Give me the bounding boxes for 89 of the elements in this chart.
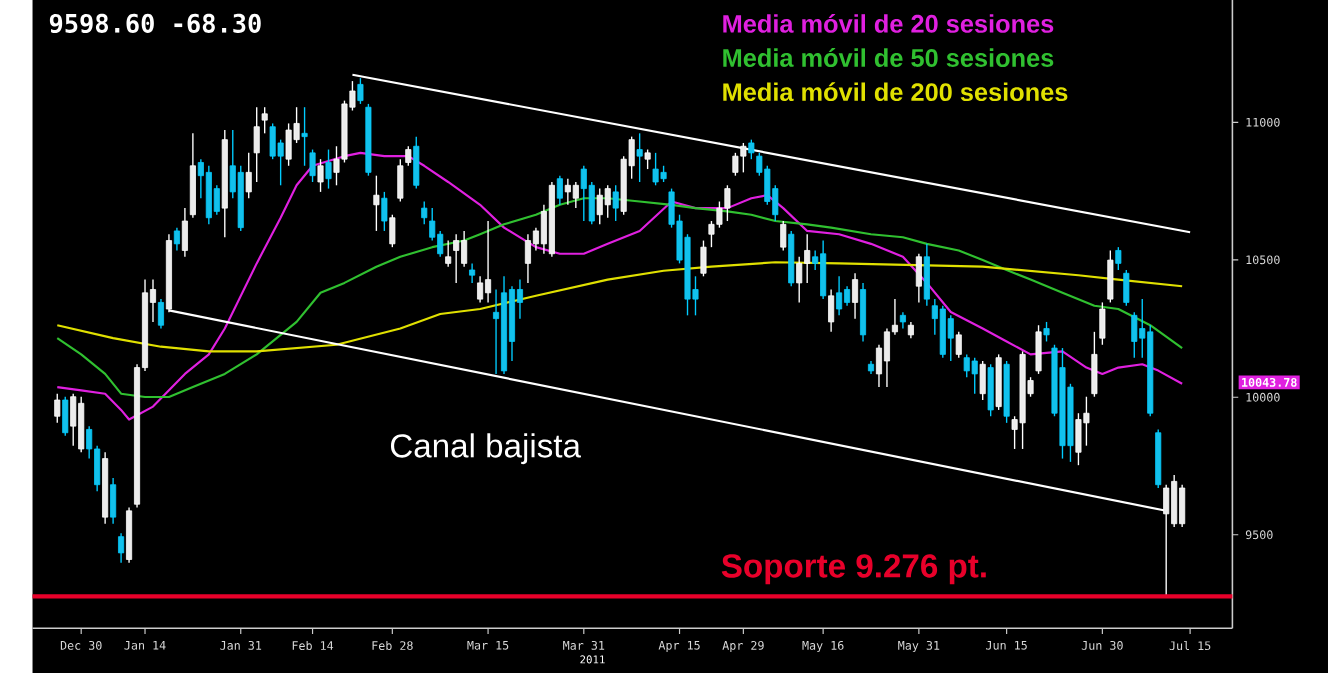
- candlestick: [485, 220, 492, 304]
- candlestick: [78, 396, 85, 454]
- candlestick: [804, 233, 811, 285]
- candlestick: [652, 152, 659, 187]
- candlestick: [1107, 250, 1114, 304]
- candlestick: [253, 106, 260, 184]
- candlestick: [700, 240, 707, 278]
- candlestick: [1179, 484, 1186, 529]
- candlestick: [285, 123, 292, 167]
- candlestick: [612, 185, 619, 223]
- candlestick: [883, 328, 890, 389]
- candlestick: [445, 240, 452, 268]
- candlestick: [915, 253, 922, 304]
- candlestick: [732, 152, 739, 177]
- candlestick: [923, 243, 930, 307]
- candlestick: [572, 181, 579, 210]
- candlestick: [317, 158, 324, 194]
- candlestick: [955, 331, 962, 359]
- candlestick: [580, 165, 587, 223]
- candlestick: [173, 227, 180, 252]
- candlestick: [325, 149, 332, 190]
- candlestick: [1171, 474, 1178, 529]
- candlestick: [381, 191, 388, 233]
- candlestick: [413, 136, 420, 190]
- text: Media móvil de 20 sesiones: [723, 14, 1054, 34]
- candlestick: [357, 77, 364, 106]
- candlestick: [70, 393, 77, 447]
- candlestick: [604, 185, 611, 219]
- candlestick: [596, 188, 603, 226]
- candlestick: [724, 185, 731, 223]
- candlestick: [860, 282, 867, 343]
- candlestick: [118, 533, 125, 564]
- candlestick: [309, 149, 316, 184]
- candlestick: [157, 298, 164, 330]
- candlestick: [844, 285, 851, 307]
- candlestick: [110, 477, 117, 525]
- candlestick: [748, 139, 755, 161]
- candlestick: [1075, 412, 1082, 467]
- candlestick: [1043, 321, 1050, 343]
- candlestick: [62, 396, 69, 437]
- candlestick: [261, 106, 268, 135]
- candlestick: [636, 133, 643, 184]
- candlestick: [301, 106, 308, 167]
- candlestick: [421, 201, 428, 226]
- candlestick: [939, 305, 946, 359]
- line-series: [56, 152, 1184, 422]
- candlestick: [205, 165, 212, 226]
- candlestick: [1091, 331, 1098, 398]
- candlestick: [1083, 396, 1090, 447]
- candlestick: [780, 220, 787, 252]
- candlestick: [405, 146, 412, 167]
- candlestick: [987, 364, 994, 418]
- candlestick: [1131, 312, 1138, 359]
- candlestick: [740, 142, 747, 174]
- candlestick: [963, 354, 970, 379]
- candlestick: [181, 207, 188, 258]
- candlestick: [469, 263, 476, 285]
- candlestick: [453, 233, 460, 285]
- candlestick: [556, 175, 563, 206]
- candlestick: [373, 175, 380, 233]
- line-series: [56, 261, 1184, 353]
- candlestick: [477, 276, 484, 304]
- text: Media móvil de 200 sesiones: [723, 82, 1068, 102]
- candlestick: [389, 214, 396, 249]
- candlestick: [836, 276, 843, 317]
- candlestick: [796, 256, 803, 304]
- candlestick: [1115, 246, 1122, 272]
- candlestick: [828, 289, 835, 333]
- candlestick: [947, 315, 954, 363]
- candlestick: [1035, 324, 1042, 376]
- candlestick: [245, 152, 252, 200]
- candlestick: [979, 360, 986, 402]
- text: Media móvil de 50 sesiones: [723, 48, 1054, 68]
- ref-line-label: Soporte 9.276 pt.: [721, 554, 986, 585]
- candlestick: [397, 158, 404, 203]
- candlestick: [524, 233, 531, 285]
- candlestick: [644, 149, 651, 171]
- candlestick: [971, 357, 978, 395]
- candlestick: [820, 240, 827, 301]
- candlestick: [1099, 302, 1106, 346]
- candlestick: [493, 289, 500, 376]
- candlestick: [1123, 269, 1130, 307]
- candlestick: [852, 273, 859, 320]
- chart-title: 9598.60 -68.30: [49, 14, 261, 34]
- candlestick: [564, 178, 571, 206]
- annotation: Canal bajista: [390, 433, 581, 465]
- candlestick: [54, 393, 61, 424]
- candlestick: [269, 123, 276, 161]
- candlestick: [461, 230, 468, 268]
